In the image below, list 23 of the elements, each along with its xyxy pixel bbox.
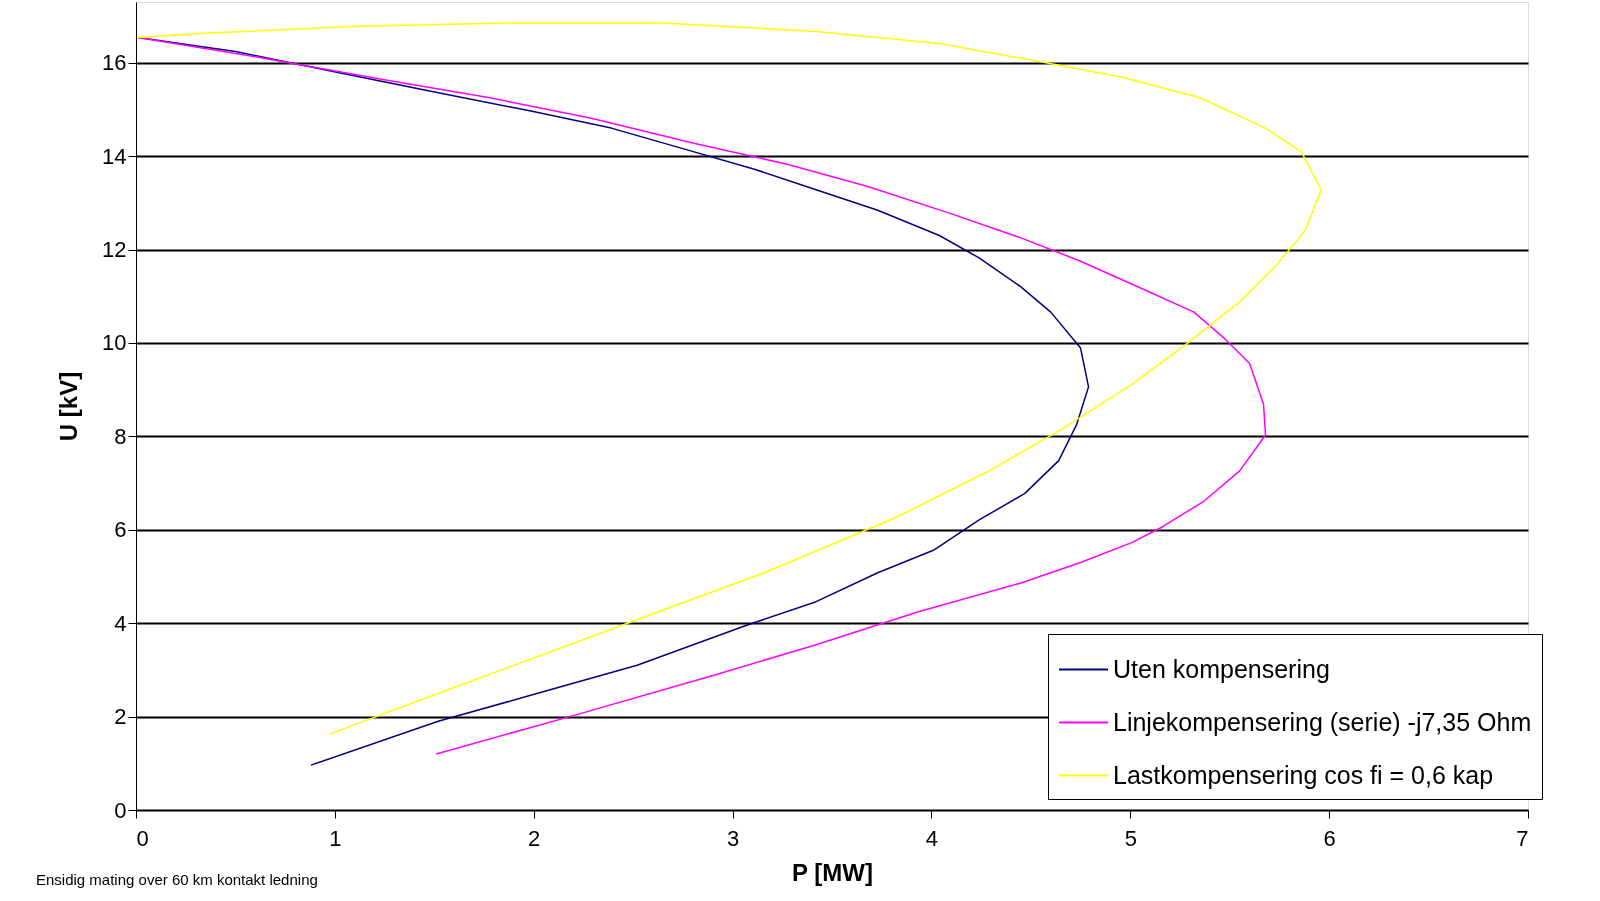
y-tick-label: 10 [102,330,127,356]
y-tick-label: 8 [114,423,127,449]
x-tick-label: 5 [1124,825,1137,851]
y-axis-title: U [kV] [55,371,83,442]
legend-label: Linjekompensering (serie) -j7,35 Ohm [1113,707,1532,736]
text: Ensidig mating over 60 km kontakt ledning [36,871,318,888]
y-tick-label: 12 [102,237,127,263]
x-tick-label: 6 [1323,825,1336,851]
x-tick-label: 7 [1516,825,1529,851]
x-tick-label: 0 [136,825,149,851]
y-tick-label: 14 [102,143,127,169]
legend-label: Uten kompensering [1113,654,1330,683]
y-tick-label: 0 [114,797,127,823]
y-tick-label: 2 [114,704,127,730]
y-tick-label: 6 [114,517,127,543]
y-tick-label: 16 [102,50,127,76]
x-tick-label: 2 [528,825,541,851]
x-tick-label: 4 [925,825,939,851]
x-axis-title: P [MW] [792,858,873,886]
x-tick-label: 3 [726,825,740,851]
y-tick-label: 4 [114,610,127,636]
x-tick-label: 1 [329,825,342,851]
legend-label: Lastkompensering cos fi = 0,6 kap [1113,760,1494,789]
